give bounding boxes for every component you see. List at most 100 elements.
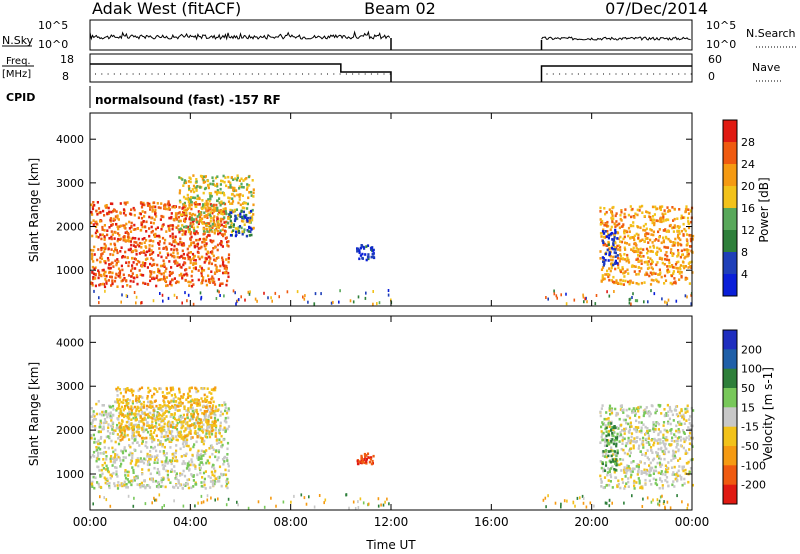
velocity-echo-cell [175,474,178,477]
power-echo-cell [358,257,361,261]
velocity-echo-cell [360,457,363,460]
power-echo-cell [146,266,149,269]
velocity-echo-cell [153,458,157,461]
velocity-echo-cell [178,409,181,412]
power-echo-cell [645,232,648,235]
velocity-echo-cell [638,421,641,424]
velocity-echo-cell [662,424,665,427]
velocity-echo-cell [679,414,682,417]
velocity-echo-cell [600,407,603,410]
power-echo-cell [148,202,151,206]
velocity-echo-cell [602,467,606,471]
velocity-echo-cell [670,432,673,435]
velocity-echo-cell [102,413,105,417]
power-echo-cell [202,175,206,178]
velocity-echo-cell [607,430,610,433]
power-echo-cell [608,252,612,255]
power-echo-cell [639,239,642,242]
velocity-echo-cell [128,423,131,426]
power-echo-cell [599,218,602,221]
power-echo-cell [200,281,203,285]
power-echo-cell [142,249,145,253]
power-echo-cell [651,241,654,244]
velocity-echo-cell [675,429,678,433]
power-echo-cell [619,278,622,282]
velocity-echo-cell [639,405,642,409]
velocity-echo-cell [116,398,119,401]
power-echo-cell [652,230,655,234]
power-echo-cell [356,247,359,250]
nave-sample-dot [245,73,247,75]
velocity-echo-cell [223,401,226,404]
power-ytick-label: 3000 [56,177,84,190]
power-echo-cell [677,260,680,264]
power-echo-cell [367,253,370,256]
velocity-echo-cell [224,468,227,472]
velocity-echo-cell [101,427,104,431]
power-echo-cell [212,219,215,222]
power-echo-cell [221,256,224,260]
velocity-echo-cell [602,450,605,453]
power-echo-cell [115,263,118,267]
velocity-echo-cell [637,470,640,474]
velocity-echo-cell [136,474,139,478]
power-echo-cell [649,228,652,231]
power-echo-cell [146,250,149,254]
nave-sample-dot [145,73,147,75]
velocity-echo-cell [211,406,214,410]
power-echo-cell [218,211,221,214]
power-echo-cell [674,226,677,229]
velocity-scatter-cell [300,493,303,497]
power-scatter-cell [339,289,341,293]
power-echo-cell [659,249,662,252]
velocity-echo-cell [125,483,128,486]
power-echo-cell [184,217,187,220]
nsky-tick-top: 10^5 [38,19,68,32]
velocity-echo-cell [664,479,667,482]
power-echo-cell [613,246,616,249]
velocity-echo-cell [620,409,624,412]
velocity-echo-cell [664,473,667,477]
power-echo-cell [104,261,107,265]
velocity-echo-cell [130,405,133,408]
velocity-echo-cell [358,460,361,463]
velocity-echo-cell [91,425,94,428]
power-echo-cell [636,213,639,217]
power-echo-cell [604,242,607,246]
velocity-echo-cell [658,405,661,408]
power-echo-cell [359,246,362,250]
power-scatter-cell [582,295,585,299]
velocity-echo-cell [204,487,207,490]
velocity-scatter-cell [608,498,611,502]
beam-title: Beam 02 [364,0,436,18]
velocity-echo-cell [194,425,197,428]
velocity-echo-cell [208,391,211,394]
power-echo-cell [103,260,106,263]
velocity-echo-cell [649,412,652,416]
velocity-echo-cell [201,437,204,440]
velocity-echo-cell [194,408,197,412]
velocity-echo-cell [612,434,615,438]
velocity-echo-cell [163,394,166,398]
velocity-echo-cell [616,459,619,463]
power-echo-cell [140,205,144,209]
velocity-echo-cell [657,422,661,426]
velocity-echo-cell [660,480,663,483]
velocity-echo-cell [181,401,184,405]
velocity-echo-cell [128,453,131,457]
time-tick-label: 20:00 [574,515,609,529]
power-echo-cell [639,251,642,254]
velocity-echo-cell [127,417,130,420]
velocity-echo-cell [116,423,119,427]
velocity-echo-cell [634,428,637,432]
power-echo-cell [658,273,661,276]
power-echo-cell [140,265,144,268]
power-echo-cell [672,272,675,275]
velocity-echo-cell [136,483,139,486]
velocity-echo-cell [115,426,118,430]
velocity-echo-cell [665,412,668,415]
velocity-echo-cell [645,431,648,435]
velocity-echo-cell [123,435,126,439]
power-echo-cell [609,255,612,258]
velocity-echo-cell [675,413,678,416]
